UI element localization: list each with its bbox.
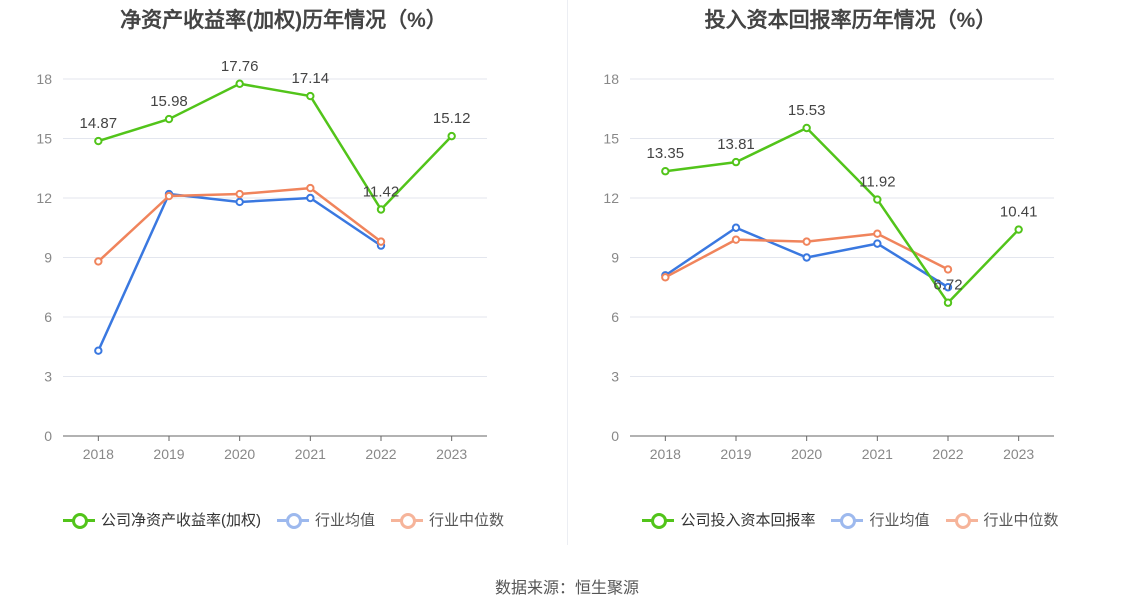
- legend-item-industry-mean[interactable]: 行业均值: [831, 509, 930, 530]
- legend-marker-green: [642, 512, 675, 529]
- data-point: [943, 283, 953, 292]
- data-label: 15.53: [788, 102, 826, 119]
- data-point: [873, 229, 882, 238]
- data-label: 17.14: [292, 70, 330, 87]
- legend-marker-blue: [831, 512, 864, 529]
- data-point: [447, 131, 456, 141]
- data-point: [943, 265, 953, 274]
- roe-line-chart: 0 3 6 9 12 15 18 2018 2019 2020 2021 2022 2023 14.87 1…: [36, 58, 487, 462]
- y-tick-label: 6: [611, 309, 619, 325]
- y-tick-label: 12: [603, 190, 619, 206]
- chart-title: 投入资本回报率历年情况（%）: [704, 9, 997, 32]
- data-point: [873, 239, 882, 248]
- panel-divider: [567, 0, 568, 545]
- y-tick-label: 12: [36, 190, 52, 206]
- legend-label: 公司投入资本回报率: [680, 512, 816, 529]
- data-point: [94, 257, 103, 266]
- data-point: [94, 346, 103, 355]
- series-line: [97, 192, 382, 352]
- data-point: [802, 253, 811, 262]
- data-label: 6.72: [933, 277, 962, 294]
- x-tick-label: 2022: [932, 446, 963, 462]
- y-tick-label: 15: [36, 131, 52, 147]
- x-tick-label: 2020: [224, 446, 255, 462]
- legend-marker-blue: [276, 512, 309, 529]
- data-point: [873, 195, 882, 204]
- data-point: [164, 191, 174, 201]
- data-point: [1014, 225, 1023, 234]
- data-label: 10.41: [1000, 204, 1038, 221]
- data-point: [376, 205, 386, 214]
- y-tick-label: 0: [44, 428, 52, 444]
- y-tick-label: 3: [611, 369, 619, 385]
- data-point: [235, 79, 244, 88]
- legend-label: 行业中位数: [983, 512, 1059, 529]
- data-point: [661, 273, 670, 282]
- legend-marker-green: [62, 512, 95, 529]
- data-point: [376, 237, 386, 246]
- x-tick-label: 2023: [1003, 446, 1034, 462]
- legend-marker-orange: [391, 512, 423, 529]
- data-point: [661, 167, 670, 176]
- data-point: [94, 136, 103, 146]
- data-source-footer: 数据来源：恒生聚源: [494, 580, 639, 597]
- series-line: [97, 82, 453, 211]
- x-tick-label: 2019: [720, 446, 751, 462]
- data-point: [731, 223, 741, 232]
- data-label: 15.12: [433, 110, 471, 127]
- x-tick-label: 2022: [365, 446, 396, 462]
- chart-title: 净资产收益率(加权)历年情况（%）: [120, 9, 447, 32]
- chart-legend: 公司投入资本回报率 行业均值 行业中位数: [567, 509, 1134, 530]
- data-label: 11.92: [859, 174, 895, 191]
- legend-label: 公司净资产收益率(加权): [100, 512, 261, 529]
- data-point: [802, 123, 811, 133]
- roic-line-chart: 0 3 6 9 12 15 18 2018 2019 2020 2021 2022 2023 13.35 1…: [603, 71, 1054, 462]
- roe-chart-panel: 净资产收益率(加权)历年情况（%） 0 3 6 9 12 15 18 2018 2019 2020…: [0, 0, 567, 560]
- y-tick-label: 3: [44, 369, 52, 385]
- data-label: 14.87: [80, 115, 118, 132]
- legend-item-company[interactable]: 公司投入资本回报率: [642, 509, 815, 530]
- data-point: [306, 193, 315, 203]
- data-point: [306, 183, 315, 193]
- roic-chart-panel: 投入资本回报率历年情况（%） 0 3 6 9 12 15 18 2018 2019 2020 202…: [567, 0, 1134, 560]
- x-tick-label: 2021: [295, 446, 326, 462]
- legend-label: 行业均值: [869, 512, 930, 529]
- data-point: [235, 197, 244, 207]
- data-label: 11.42: [363, 184, 399, 201]
- y-tick-label: 18: [603, 71, 619, 87]
- data-label: 13.81: [717, 136, 755, 153]
- data-point: [802, 237, 811, 246]
- legend-item-industry-median[interactable]: 行业中位数: [945, 509, 1059, 530]
- x-tick-label: 2021: [862, 446, 893, 462]
- x-tick-label: 2019: [153, 446, 184, 462]
- data-point: [306, 91, 315, 101]
- data-label: 17.76: [221, 58, 259, 75]
- y-tick-label: 15: [603, 131, 619, 147]
- chart-legend: 公司净资产收益率(加权) 行业均值 行业中位数: [0, 509, 567, 530]
- legend-item-company[interactable]: 公司净资产收益率(加权): [62, 509, 261, 530]
- x-tick-label: 2018: [83, 446, 114, 462]
- legend-label: 行业均值: [314, 512, 375, 529]
- legend-item-industry-median[interactable]: 行业中位数: [391, 509, 504, 530]
- data-point: [235, 189, 244, 199]
- x-tick-label: 2023: [436, 446, 467, 462]
- legend-label: 行业中位数: [429, 512, 505, 529]
- data-label: 15.98: [150, 93, 188, 110]
- data-point: [164, 114, 174, 124]
- data-point: [731, 235, 741, 244]
- legend-marker-orange: [945, 512, 978, 529]
- x-tick-label: 2020: [791, 446, 822, 462]
- x-tick-label: 2018: [650, 446, 681, 462]
- y-tick-label: 9: [44, 250, 52, 266]
- legend-item-industry-mean[interactable]: 行业均值: [276, 509, 375, 530]
- data-point: [943, 298, 953, 307]
- y-tick-label: 6: [44, 309, 52, 325]
- y-tick-label: 18: [36, 71, 52, 87]
- y-tick-label: 0: [611, 428, 619, 444]
- data-point: [731, 157, 741, 167]
- data-label: 13.35: [647, 145, 685, 162]
- y-tick-label: 9: [611, 250, 619, 266]
- series-line: [665, 126, 1020, 304]
